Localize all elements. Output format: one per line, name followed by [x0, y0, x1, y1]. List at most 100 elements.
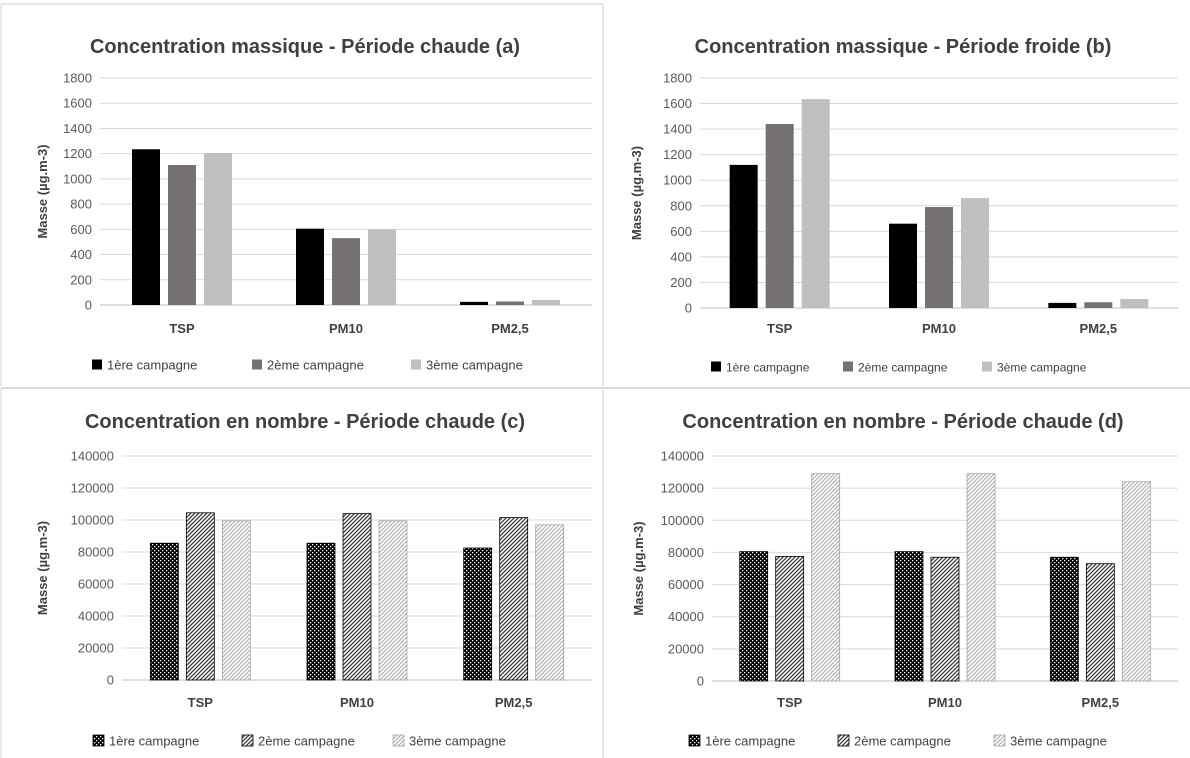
bar [168, 165, 196, 305]
x-category-label: PM10 [922, 321, 956, 336]
bar [889, 223, 917, 308]
x-category-label: TSP [188, 695, 214, 710]
bar [739, 551, 769, 682]
legend-swatch [982, 361, 992, 372]
bar [966, 473, 996, 682]
bar [378, 520, 408, 681]
bar [1084, 302, 1113, 308]
legend-label: 3ème campagne [409, 734, 506, 749]
y-tick-label: 800 [70, 197, 92, 212]
y-tick-label: 200 [670, 275, 692, 290]
y-tick-label: 200 [70, 272, 92, 287]
x-category-label: PM2,5 [491, 321, 529, 336]
y-tick-label: 0 [85, 298, 92, 313]
legend-label: 1ère campagne [109, 734, 199, 749]
y-tick-label: 80000 [78, 545, 114, 560]
legend-label: 3ème campagne [1010, 734, 1107, 749]
bar [925, 207, 953, 308]
y-tick-label: 1000 [63, 171, 92, 186]
bar [811, 473, 841, 682]
legend-swatch [411, 359, 421, 370]
legend-swatch [92, 359, 102, 370]
bar [775, 556, 805, 682]
bar [463, 547, 493, 681]
bar [368, 229, 396, 305]
y-axis-label: Masse (µg.m-3) [629, 146, 644, 240]
y-tick-label: 0 [107, 673, 114, 688]
y-tick-label: 600 [670, 224, 692, 239]
y-tick-label: 600 [70, 222, 92, 237]
y-tick-label: 120000 [661, 481, 704, 496]
y-tick-label: 60000 [668, 577, 704, 592]
bar [132, 149, 160, 305]
x-category-label: TSP [169, 321, 195, 336]
legend-swatch [392, 734, 405, 747]
y-axis-label: Masse (µg.m-3) [631, 521, 646, 615]
legend-swatch [92, 734, 105, 747]
bar [1120, 299, 1149, 308]
bar [535, 524, 565, 681]
legend-label: 1ère campagne [107, 358, 197, 373]
x-category-label: PM10 [928, 695, 962, 710]
y-tick-label: 0 [697, 674, 704, 689]
chart-title: Concentration massique - Période froide … [695, 36, 1112, 58]
y-tick-label: 140000 [661, 449, 704, 464]
x-category-label: TSP [767, 321, 793, 336]
y-tick-label: 1600 [663, 96, 692, 111]
y-tick-label: 1600 [63, 96, 92, 111]
legend-label: 1ère campagne [726, 361, 810, 375]
bar [1121, 481, 1151, 682]
bar [204, 153, 232, 305]
bar [801, 99, 830, 308]
bar [1049, 556, 1079, 682]
legend-swatch [843, 361, 853, 372]
bar [532, 299, 560, 305]
chart-3: Concentration en nombre - Période chaude… [35, 411, 592, 749]
bar [185, 512, 215, 681]
bar [1085, 563, 1115, 682]
y-tick-label: 1200 [663, 147, 692, 162]
legend-label: 1ère campagne [705, 734, 795, 749]
x-category-label: PM10 [329, 321, 363, 336]
y-tick-label: 400 [70, 247, 92, 262]
bar [729, 164, 758, 308]
y-tick-label: 60000 [78, 577, 114, 592]
legend-label: 2ème campagne [854, 734, 951, 749]
legend-swatch [711, 361, 721, 372]
bar [499, 517, 529, 681]
bar [149, 542, 179, 681]
y-axis-label: Masse (µg.m-3) [35, 144, 50, 238]
legend-label: 2ème campagne [267, 358, 364, 373]
y-tick-label: 1000 [663, 173, 692, 188]
chart-title: Concentration en nombre - Période chaude… [85, 411, 525, 433]
y-tick-label: 120000 [71, 481, 114, 496]
legend-label: 2ème campagne [858, 361, 948, 375]
bar [221, 520, 251, 681]
x-category-label: PM2,5 [1080, 321, 1118, 336]
legend-swatch [241, 734, 254, 747]
x-category-label: PM10 [340, 695, 374, 710]
legend-label: 3ème campagne [426, 358, 523, 373]
chart-4: Concentration en nombre - Période chaude… [631, 411, 1178, 749]
legend-swatch [688, 734, 701, 747]
chart-title: Concentration en nombre - Période chaude… [682, 411, 1123, 433]
y-tick-label: 20000 [668, 641, 704, 656]
legend-label: 3ème campagne [997, 361, 1087, 375]
bar [460, 301, 488, 305]
y-tick-label: 1400 [663, 122, 692, 137]
legend-swatch [252, 359, 262, 370]
y-tick-label: 0 [685, 301, 692, 316]
y-tick-label: 1800 [63, 71, 92, 86]
x-category-label: PM2,5 [1082, 695, 1120, 710]
y-tick-label: 100000 [661, 513, 704, 528]
y-tick-label: 400 [670, 249, 692, 264]
legend-swatch [993, 734, 1006, 747]
y-tick-label: 1400 [63, 121, 92, 136]
panel-borders [0, 3, 1190, 758]
bar [930, 556, 960, 682]
bar [765, 124, 794, 308]
y-tick-label: 1800 [663, 71, 692, 86]
y-tick-label: 100000 [71, 513, 114, 528]
bar [1048, 302, 1077, 308]
